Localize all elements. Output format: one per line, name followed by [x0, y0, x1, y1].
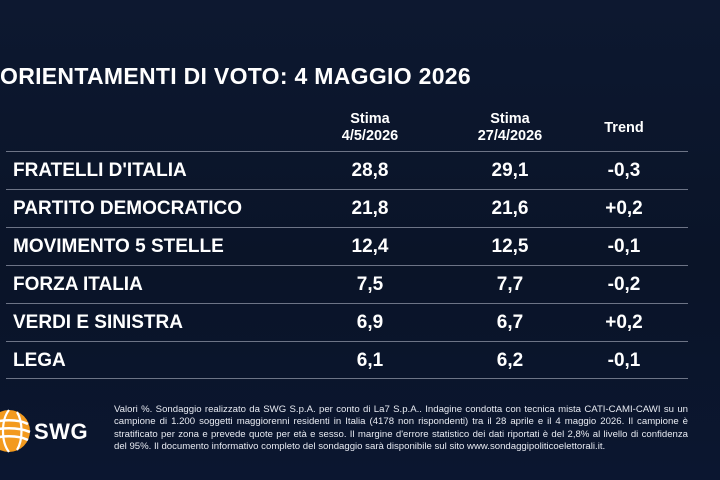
current-estimate-value: 28,8 — [351, 160, 389, 181]
swg-logo-text: SWG — [34, 419, 89, 444]
trend-value: -0,1 — [607, 350, 641, 371]
column-header-previous-estimate: Stima 27/4/2026 — [460, 111, 560, 145]
current-estimate-value: 21,8 — [351, 198, 389, 219]
previous-estimate-value: 7,7 — [496, 274, 524, 295]
column-header-trend: Trend — [604, 120, 644, 136]
party-name: PARTITO DEMOCRATICO — [13, 198, 243, 219]
table-row: VERDI E SINISTRA 6,9 6,7 +0,2 — [6, 303, 688, 341]
table-row: LEGA 6,1 6,2 -0,1 — [6, 341, 688, 379]
previous-estimate-value: 29,1 — [491, 160, 529, 181]
column-header-date: 27/4/2026 — [477, 128, 543, 144]
page-title: ORIENTAMENTI DI VOTO: 4 MAGGIO 2026 — [0, 63, 471, 89]
column-header-label: Stima — [490, 111, 530, 127]
current-estimate-value: 12,4 — [351, 236, 389, 257]
party-name: MOVIMENTO 5 STELLE — [13, 236, 224, 257]
column-header-date: 4/5/2026 — [341, 128, 399, 144]
trend-value: -0,1 — [607, 236, 641, 257]
previous-estimate-value: 6,2 — [496, 350, 524, 371]
current-estimate-value: 6,9 — [356, 312, 384, 333]
methodology-footnote: Valori %. Sondaggio realizzato da SWG S.… — [114, 404, 688, 452]
trend-value: -0,2 — [607, 274, 641, 295]
table-row: FRATELLI D'ITALIA 28,8 29,1 -0,3 — [6, 151, 688, 189]
trend-value: +0,2 — [605, 312, 643, 333]
column-header-label: Stima — [350, 111, 390, 127]
party-name: FRATELLI D'ITALIA — [13, 160, 187, 181]
current-estimate-value: 6,1 — [356, 350, 384, 371]
previous-estimate-value: 6,7 — [496, 312, 524, 333]
party-name: VERDI E SINISTRA — [13, 312, 183, 333]
trend-value: -0,3 — [607, 160, 641, 181]
party-name: LEGA — [13, 350, 66, 371]
current-estimate-value: 7,5 — [356, 274, 384, 295]
previous-estimate-value: 12,5 — [491, 236, 529, 257]
table-row: MOVIMENTO 5 STELLE 12,4 12,5 -0,1 — [6, 227, 688, 265]
results-table: FRATELLI D'ITALIA 28,8 29,1 -0,3 PARTITO… — [6, 151, 688, 379]
table-row: PARTITO DEMOCRATICO 21,8 21,6 +0,2 — [6, 189, 688, 227]
trend-value: +0,2 — [605, 198, 643, 219]
swg-globe-logo-icon — [0, 409, 31, 453]
table-row: FORZA ITALIA 7,5 7,7 -0,2 — [6, 265, 688, 303]
column-header-current-estimate: Stima 4/5/2026 — [320, 111, 420, 145]
party-name: FORZA ITALIA — [13, 274, 143, 295]
previous-estimate-value: 21,6 — [491, 198, 529, 219]
